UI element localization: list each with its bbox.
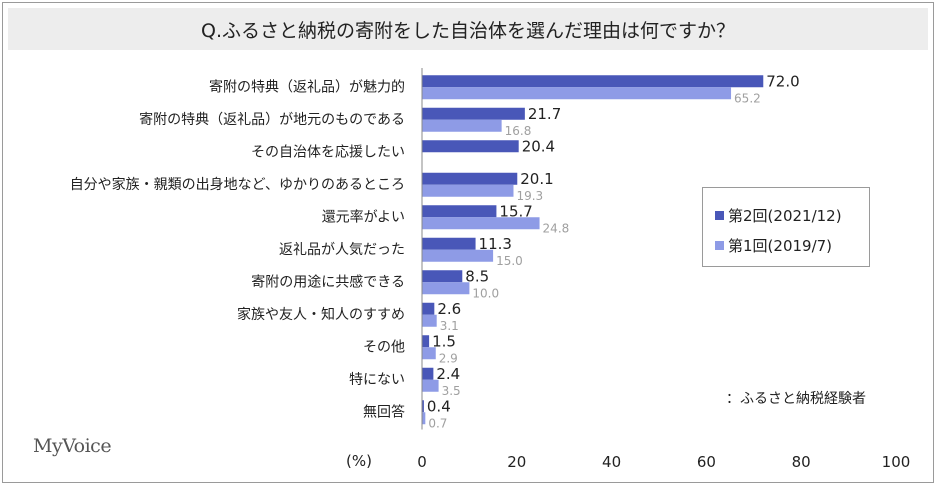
x-tick-label: 60 [697, 453, 716, 471]
data-label-series-2: 20.4 [522, 137, 555, 155]
data-label-series-2: 15.7 [499, 202, 532, 220]
bar-series-2 [422, 335, 430, 348]
bar-series-2 [422, 205, 497, 218]
legend: 第2回(2021/12) 第1回(2019/7) [702, 187, 870, 267]
category-label: 無回答 [363, 403, 405, 420]
bar-series-2 [422, 172, 518, 185]
category-label: その他 [363, 339, 405, 355]
data-label-series-1: 10.0 [472, 286, 499, 300]
legend-label-series-2: 第2回(2021/12) [728, 206, 842, 225]
respondent-note: ：ふるさと納税経験者 [726, 391, 866, 407]
data-label-series-2: 2.6 [437, 300, 461, 318]
data-label-series-1: 2.9 [439, 351, 458, 365]
category-label: その自治体を応援したい [251, 144, 405, 160]
data-label-series-2: 21.7 [528, 105, 561, 123]
x-tick-label: 0 [417, 453, 427, 471]
data-label-series-2: 72.0 [766, 72, 799, 90]
data-label-series-2: 20.1 [520, 170, 553, 188]
bar-series-1 [422, 412, 426, 425]
bar-series-2 [422, 302, 435, 315]
x-tick-label: 20 [507, 453, 526, 471]
data-label-series-2: 2.4 [436, 365, 460, 383]
brand-logo: MyVoice [33, 435, 112, 457]
x-tick-label: 40 [602, 453, 621, 471]
bar-series-2 [422, 75, 764, 88]
legend-label-series-1: 第1回(2019/7) [728, 236, 833, 255]
category-label: 還元率がよい [322, 208, 405, 225]
bar-series-1 [422, 217, 540, 230]
legend-swatch-series-2 [715, 210, 724, 220]
category-label: 特にない [349, 372, 405, 388]
legend-swatch-series-1 [715, 240, 724, 250]
bar-series-2 [422, 107, 525, 120]
data-label-series-1: 19.3 [516, 189, 543, 203]
data-label-series-1: 16.8 [505, 124, 532, 138]
data-label-series-1: 15.0 [496, 254, 523, 268]
legend-item-series-2: 第2回(2021/12) [715, 200, 869, 230]
category-label: 家族や友人・知人のすすめ [237, 306, 405, 323]
bar-series-2 [422, 367, 434, 380]
x-tick-label: 80 [792, 453, 811, 471]
data-label-series-2: 8.5 [465, 267, 489, 285]
data-label-series-2: 0.4 [427, 397, 451, 415]
data-label-series-2: 1.5 [432, 332, 456, 350]
bar-series-1 [422, 314, 437, 327]
axis-unit-label: (%) [346, 452, 372, 470]
category-label: 返礼品が人気だった [279, 242, 405, 258]
bar-series-2 [422, 270, 463, 283]
bar-series-1 [422, 379, 439, 392]
bar-series-1 [422, 282, 470, 295]
data-label-series-2: 11.3 [479, 235, 512, 253]
data-label-series-1: 3.1 [440, 319, 459, 333]
category-label: 寄附の用途に共感できる [251, 273, 405, 290]
category-label: 自分や家族・親類の出身地など、ゆかりのあるところ [70, 176, 405, 193]
x-tick-label: 100 [882, 453, 911, 471]
category-label: 寄附の特典（返礼品）が地元のものである [139, 111, 405, 128]
bar-series-2 [422, 400, 424, 413]
data-label-series-1: 24.8 [543, 221, 570, 235]
category-label: 寄附の特典（返礼品）が魅力的 [209, 78, 405, 95]
bar-series-1 [422, 184, 514, 197]
bar-series-2 [422, 237, 476, 250]
bar-series-1 [422, 119, 502, 132]
data-label-series-1: 65.2 [734, 91, 761, 105]
bar-series-2 [422, 140, 519, 153]
bar-series-1 [422, 87, 732, 100]
data-label-series-1: 3.5 [442, 384, 461, 398]
question-title: Q.ふるさと納税の寄附をした自治体を選んだ理由は何ですか？ [8, 8, 928, 50]
bar-series-1 [422, 249, 494, 262]
data-label-series-1: 0.7 [428, 416, 447, 430]
legend-item-series-1: 第1回(2019/7) [715, 230, 869, 260]
bar-series-1 [422, 347, 436, 360]
